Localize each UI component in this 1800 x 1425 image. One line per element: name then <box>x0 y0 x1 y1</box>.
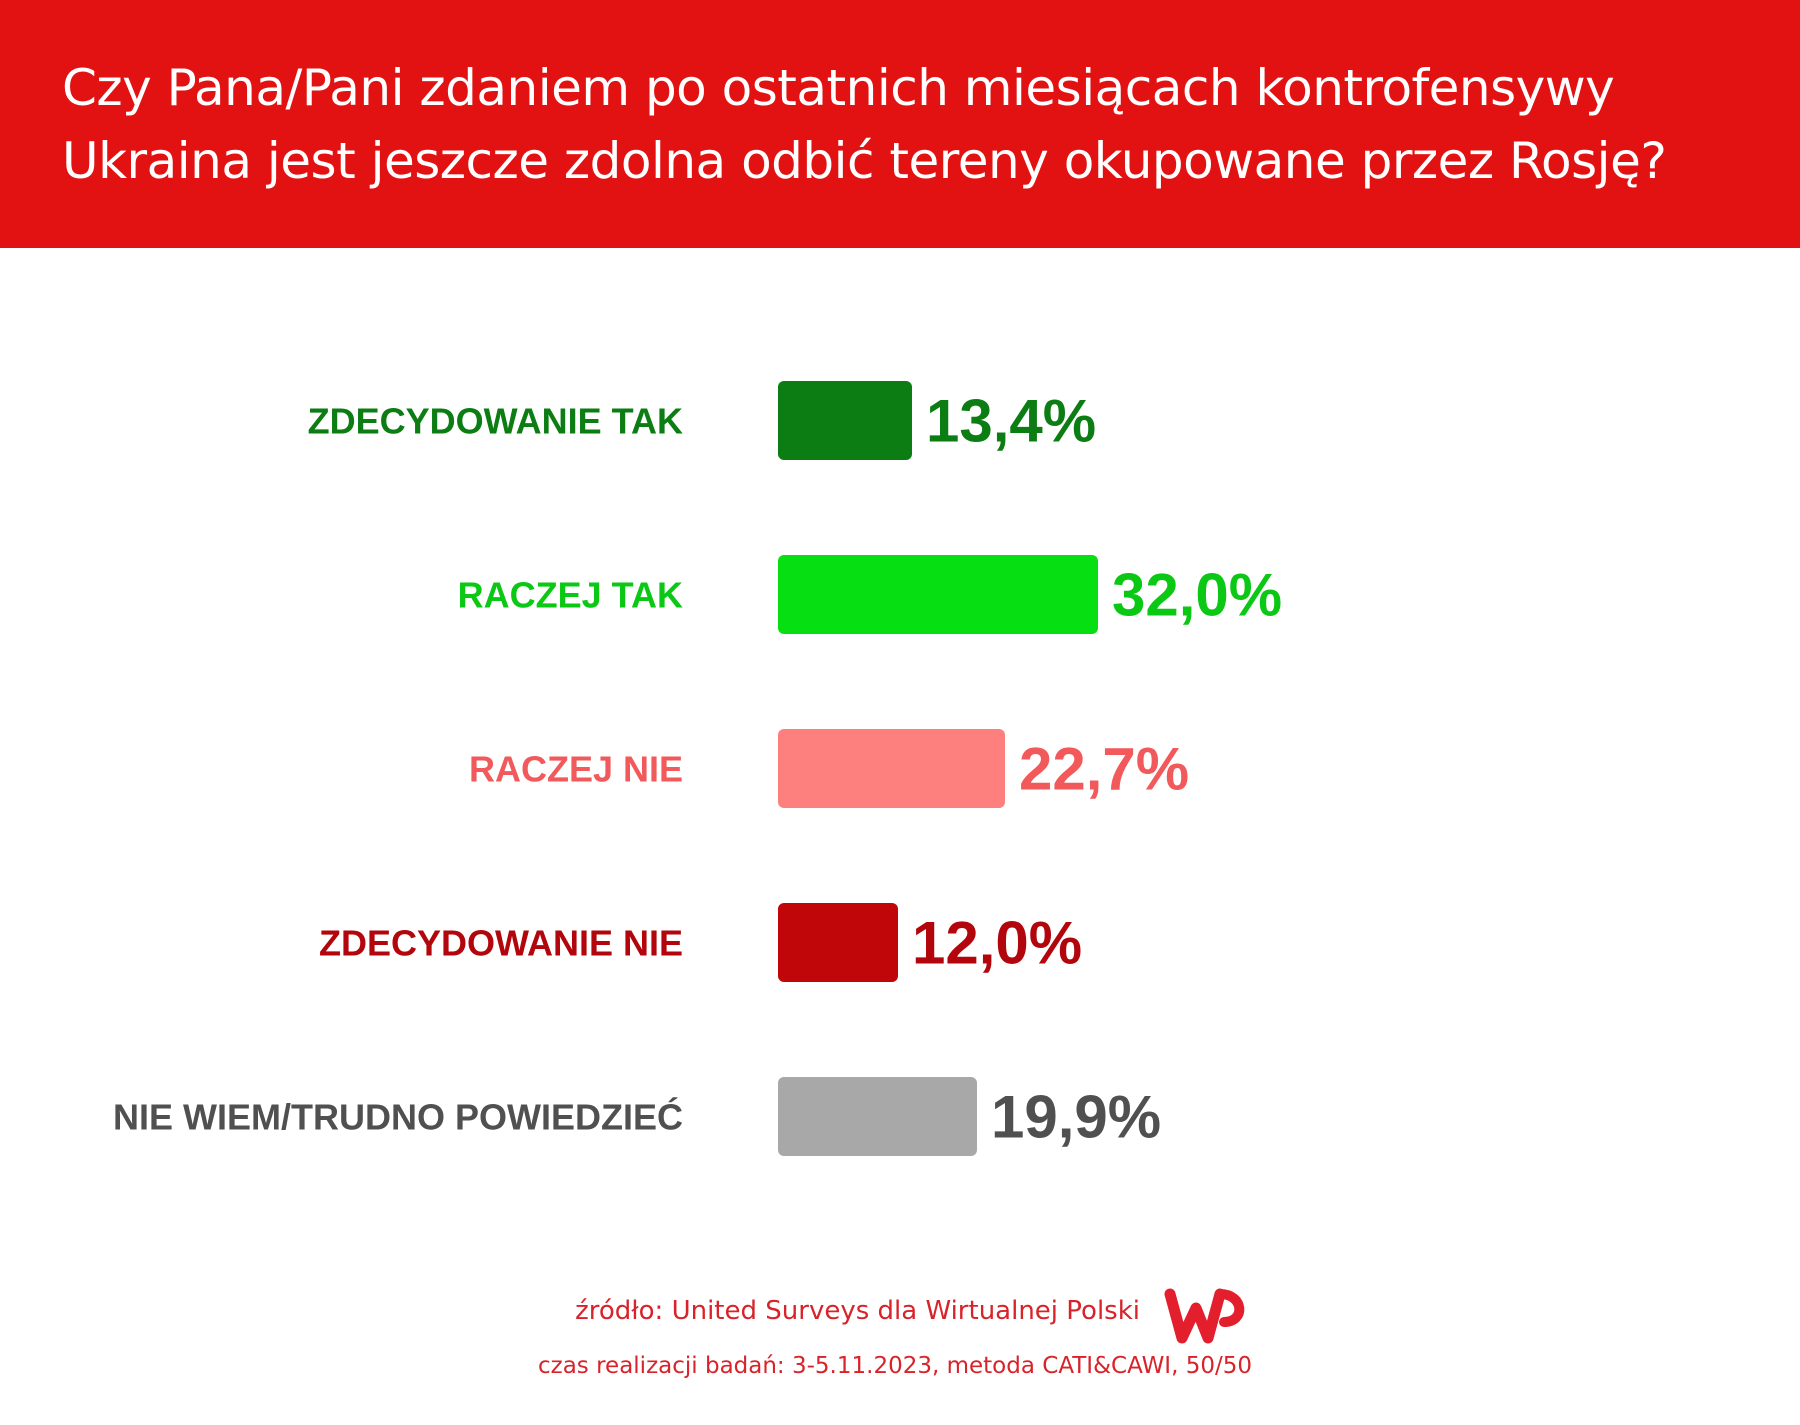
value-label-zdecydowanie-nie: 12,0% <box>912 910 1082 977</box>
bar-raczej-nie <box>778 729 1005 808</box>
bar-nie-wiem-trudno-powiedziec <box>778 1077 977 1156</box>
bar-chart-svg: ZDECYDOWANIE TAK 13,4% RACZEJ TAK 32,0% RACZ… <box>113 381 1282 1156</box>
source-note: źródło: United Surveys dla Wirtualnej Po… <box>575 1296 1140 1326</box>
title-line-1: Czy Pana/Pani zdaniem po ostatnich miesi… <box>62 59 1615 117</box>
value-label-raczej-tak: 32,0% <box>1112 562 1282 629</box>
survey-meta: czas realizacji badań: 3-5.11.2023, meto… <box>537 1353 1252 1379</box>
bar-zdecydowanie-nie <box>778 903 898 982</box>
value-label-raczej-nie: 22,7% <box>1019 736 1189 803</box>
title-banner: Czy Pana/Pani zdaniem po ostatnich miesi… <box>0 0 1800 248</box>
value-label-nie-wiem-trudno-powiedziec: 19,9% <box>991 1084 1161 1151</box>
chart-title: Czy Pana/Pani zdaniem po ostatnich miesi… <box>62 52 1762 198</box>
bar-raczej-tak <box>778 555 1098 634</box>
category-label-zdecydowanie-nie: ZDECYDOWANIE NIE <box>319 923 683 964</box>
category-label-raczej-tak: RACZEJ TAK <box>458 575 683 616</box>
title-line-2: Ukraina jest jeszcze zdolna odbić tereny… <box>62 132 1667 190</box>
category-label-nie-wiem-trudno-powiedziec: NIE WIEM/TRUDNO POWIEDZIEĆ <box>113 1096 683 1138</box>
bar-zdecydowanie-tak <box>778 381 912 460</box>
wp-logo <box>1164 1288 1245 1344</box>
category-label-zdecydowanie-tak: ZDECYDOWANIE TAK <box>308 401 683 442</box>
bar-chart: ZDECYDOWANIE TAK 13,4% RACZEJ TAK 32,0% RACZ… <box>0 248 1800 1248</box>
value-label-zdecydowanie-tak: 13,4% <box>926 388 1096 455</box>
category-label-raczej-nie: RACZEJ NIE <box>469 749 683 790</box>
